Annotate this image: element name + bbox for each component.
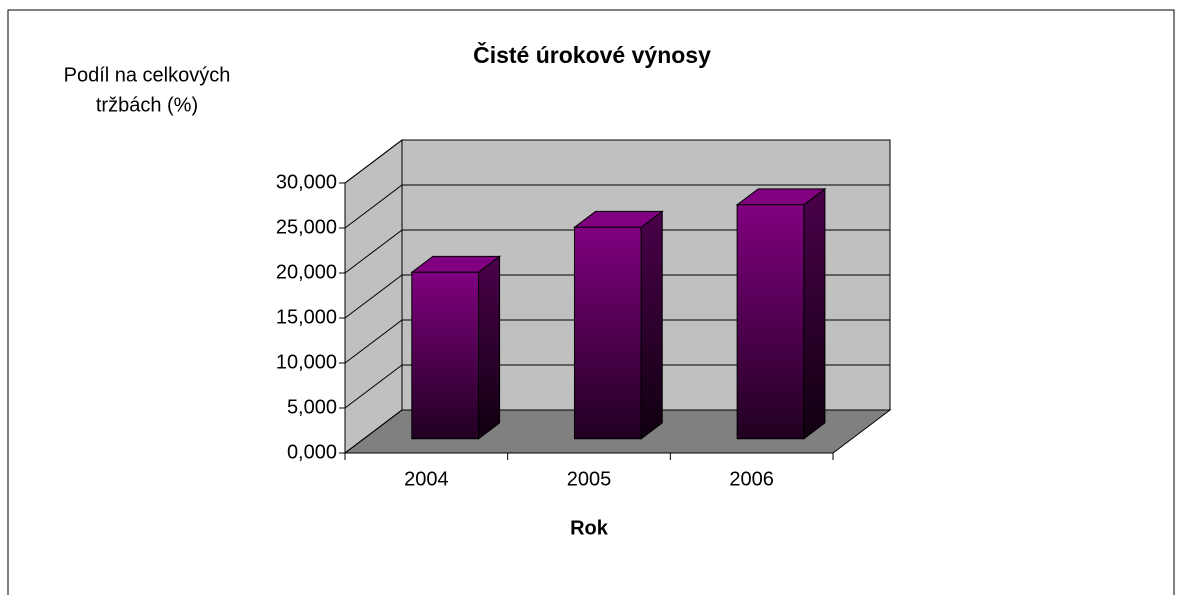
bar: [735, 187, 827, 440]
grid-line: [344, 319, 890, 364]
y-tick-label: 5,000: [287, 396, 337, 418]
chart-border: [7, 9, 1175, 595]
grid-line: [344, 229, 890, 274]
grid-line: [344, 274, 890, 319]
x-tick-label: 2005: [567, 468, 612, 490]
grid-line: [344, 409, 890, 454]
grid-line: [344, 364, 890, 409]
y-tick-label: 20,000: [276, 261, 337, 283]
grid-line: [344, 139, 890, 184]
y-axis-title: Podíl na celkových: [64, 64, 231, 86]
y-axis-title: tržbách (%): [96, 94, 198, 116]
chart-title: Čisté úrokové výnosy: [473, 41, 711, 68]
y-tick-label: 0,000: [287, 441, 337, 463]
bar: [572, 210, 664, 440]
y-tick-label: 30,000: [276, 171, 337, 193]
grid-line: [344, 184, 890, 229]
bar-side: [640, 210, 663, 440]
bar: [410, 255, 502, 440]
y-tick-label: 25,000: [276, 216, 337, 238]
bar-front: [736, 204, 805, 440]
y-tick-label: 10,000: [276, 351, 337, 373]
bar-front: [573, 226, 642, 440]
x-tick-label: 2006: [729, 468, 774, 490]
bar-side: [477, 255, 501, 440]
y-tick-label: 15,000: [276, 306, 337, 328]
bar-side: [803, 187, 826, 440]
x-tick-label: 2004: [404, 468, 449, 490]
bar-front: [411, 271, 479, 440]
x-axis-title: Rok: [570, 517, 609, 539]
